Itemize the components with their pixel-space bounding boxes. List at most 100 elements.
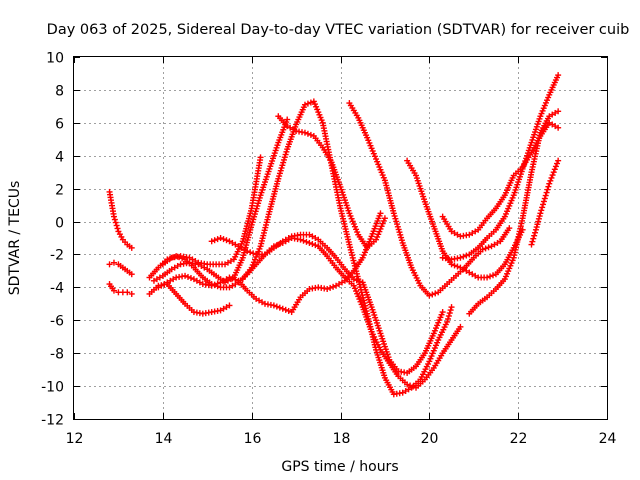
data-point xyxy=(110,213,117,220)
y-tick-label: -10 xyxy=(41,380,64,396)
data-point xyxy=(555,124,562,131)
y-tick-label: 10 xyxy=(46,51,64,67)
data-point xyxy=(545,183,552,190)
data-point xyxy=(381,215,388,222)
data-point xyxy=(555,72,562,79)
y-tick-label: 8 xyxy=(55,84,64,100)
chart-title: Day 063 of 2025, Sidereal Day-to-day VTE… xyxy=(47,22,630,38)
data-point xyxy=(304,100,311,107)
y-tick-label: -4 xyxy=(50,281,64,297)
data-point xyxy=(446,310,453,317)
data-point xyxy=(542,192,549,199)
data-point xyxy=(247,249,254,256)
y-tick-label: -8 xyxy=(50,347,64,363)
data-point xyxy=(479,246,486,253)
data-point xyxy=(535,218,542,225)
data-point xyxy=(312,242,319,249)
data-point xyxy=(300,237,307,244)
data-point xyxy=(547,177,554,184)
y-tick-label: -12 xyxy=(41,413,64,429)
data-point xyxy=(208,282,215,289)
data-point xyxy=(454,263,461,270)
data-point xyxy=(460,253,467,260)
y-tick-label: -2 xyxy=(50,248,64,264)
data-point xyxy=(276,304,283,311)
data-point xyxy=(185,273,192,280)
data-point xyxy=(429,291,436,298)
data-point xyxy=(541,195,548,202)
data-point xyxy=(554,160,561,167)
y-axis-label: SDTVAR / TECUs xyxy=(7,181,23,296)
data-point xyxy=(444,315,451,322)
data-point xyxy=(309,241,316,248)
data-point xyxy=(307,99,314,106)
data-point xyxy=(223,237,230,244)
data-point xyxy=(444,318,451,325)
data-point xyxy=(187,275,194,282)
series-track-11 xyxy=(275,113,388,251)
data-point xyxy=(540,198,547,205)
data-point xyxy=(555,108,562,115)
data-point xyxy=(304,130,311,137)
data-point xyxy=(451,262,458,269)
grid xyxy=(74,57,607,419)
data-point xyxy=(214,236,221,243)
data-point xyxy=(550,169,557,176)
data-point xyxy=(537,210,544,217)
data-point xyxy=(211,281,218,288)
data-point xyxy=(457,323,464,330)
data-point xyxy=(330,283,337,290)
data-point xyxy=(529,238,536,245)
data-point xyxy=(106,261,113,268)
data-point xyxy=(528,241,535,248)
data-point xyxy=(555,157,562,164)
data-point xyxy=(432,290,439,297)
data-point xyxy=(439,309,446,316)
data-point xyxy=(285,307,292,314)
data-point xyxy=(543,189,550,196)
data-point xyxy=(532,226,539,233)
data-point xyxy=(208,238,215,245)
data-point xyxy=(301,129,308,136)
data-point xyxy=(111,216,118,223)
data-point xyxy=(447,307,454,314)
plot-frame xyxy=(73,56,608,420)
series-track-7 xyxy=(159,154,264,268)
series-track-15 xyxy=(439,72,562,263)
data-point xyxy=(113,222,120,229)
data-point xyxy=(538,207,545,214)
data-point xyxy=(531,232,538,239)
x-tick-label: 14 xyxy=(155,431,173,447)
data-point xyxy=(214,280,221,287)
data-point xyxy=(546,180,553,187)
series-track-12 xyxy=(346,100,513,299)
data-point xyxy=(533,224,540,231)
y-tick-label: 2 xyxy=(55,183,64,199)
y-tick-label: 4 xyxy=(55,150,64,166)
x-tick-label: 22 xyxy=(510,431,528,447)
x-tick-label: 16 xyxy=(244,431,262,447)
data-point xyxy=(229,275,236,282)
data-point xyxy=(426,292,433,299)
data-point xyxy=(539,204,546,211)
series-track-9 xyxy=(208,231,446,376)
data-point xyxy=(306,239,313,246)
series-track-16 xyxy=(466,108,562,317)
data-point xyxy=(484,274,491,281)
data-point xyxy=(485,244,492,251)
data-point xyxy=(128,244,135,251)
data-point xyxy=(544,186,551,193)
series-track-8 xyxy=(155,210,384,316)
y-tick-label: -6 xyxy=(50,314,64,330)
series-track-3 xyxy=(106,281,135,297)
x-tick-label: 20 xyxy=(421,431,439,447)
data-point xyxy=(244,248,251,255)
data-points xyxy=(106,72,562,398)
data-point xyxy=(110,287,117,294)
data-point xyxy=(110,259,117,266)
data-point xyxy=(112,219,119,226)
series-track-6 xyxy=(150,116,291,286)
series-track-1 xyxy=(106,188,135,251)
data-point xyxy=(377,210,384,217)
